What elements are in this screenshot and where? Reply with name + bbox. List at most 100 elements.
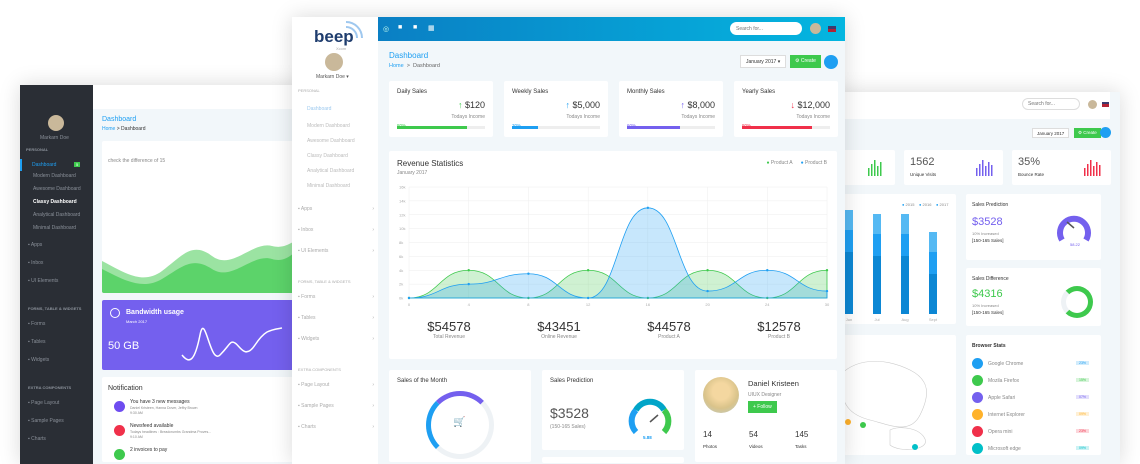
breadcrumb: Home > Dashboard	[102, 126, 146, 132]
sidebar-item[interactable]: ▪ Page Layout	[28, 400, 60, 406]
profile-card: Daniel Kristeen UIUX Designer + Follow 1…	[695, 370, 837, 462]
card-title: Sales Prediction	[550, 378, 594, 384]
sidebar-item[interactable]: ▪ Charts	[28, 436, 46, 442]
revenue-area-chart: 0k 2k 4k 6k 8k 10k 12k 14k 16k 0 4 8 12 16 20 24 30	[399, 185, 830, 308]
arrow-up-icon: ↑	[680, 100, 685, 110]
mail-icon[interactable]: ■	[413, 24, 418, 31]
legend-item[interactable]: ● 2015	[902, 202, 915, 207]
avatar[interactable]	[325, 53, 343, 71]
search-input[interactable]	[730, 22, 802, 35]
active-indicator	[20, 159, 93, 171]
revenue-total: $43451 Online Revenue	[537, 319, 581, 340]
browser-stats-card: Browser Stats Google Chrome 23% Mozila Fir…	[966, 335, 1101, 455]
x-tick-label: 0	[408, 302, 411, 307]
sidebar-item[interactable]: ▪ Sample Pages	[28, 418, 64, 424]
sidebar: beep Xcom Markarn Doe ▾ PERSONAL Dashboa…	[292, 17, 378, 464]
world-map-card	[830, 335, 956, 455]
y-tick-label: 2k	[399, 282, 403, 287]
x-tick-label: Aug	[901, 317, 908, 322]
browser-name: Opera mini	[988, 429, 1013, 435]
sidebar-item[interactable]: ▪ Apps ›	[298, 206, 374, 212]
donut-chart	[1061, 286, 1093, 318]
menu-toggle-icon[interactable]: ◎	[383, 26, 390, 33]
sidebar-item[interactable]: ▪ Forms ›	[298, 294, 374, 300]
sidebar-item[interactable]: ▪ Tables	[28, 339, 46, 345]
create-button[interactable]: ⚙ Create	[790, 55, 821, 68]
sidebar-item[interactable]: ▪ UI Elements	[28, 278, 59, 284]
browser-name: Microsoft edge	[988, 446, 1021, 452]
chat-icon[interactable]: ■	[398, 24, 403, 31]
sidebar-item[interactable]: ▪ Tables ›	[298, 315, 374, 321]
create-button[interactable]: ⚙ Create	[1074, 128, 1101, 138]
legend-item[interactable]: ● 2016	[919, 202, 932, 207]
right-topbar	[830, 92, 1110, 119]
month-select[interactable]: January 2017 ▾	[740, 55, 787, 68]
sidebar-subitem[interactable]: Minimal Dashboard	[307, 183, 351, 189]
sidebar-subitem[interactable]: Classy Dashboard	[307, 153, 348, 159]
breadcrumb-home[interactable]: Home	[102, 126, 116, 132]
card-title: Browser Stats	[972, 343, 1006, 349]
notification-icon	[114, 425, 125, 436]
sidebar-subitem[interactable]: Awesome Dashboard	[33, 186, 81, 192]
flag-icon[interactable]	[828, 26, 836, 32]
data-point	[766, 269, 769, 272]
left-dashboard-preview: Markarn Doe PERSONAL Dashboard 5 Modern …	[20, 85, 310, 464]
month-select[interactable]: January 2017	[1032, 128, 1070, 138]
follow-button[interactable]: + Follow	[748, 401, 777, 413]
sidebar-item[interactable]: ▪ Inbox	[28, 260, 44, 266]
settings-button[interactable]	[824, 55, 838, 69]
avatar[interactable]	[810, 23, 821, 34]
sidebar-subitem[interactable]: Minimal Dashboard	[33, 225, 77, 231]
sidebar-subitem[interactable]: Modern Dashboard	[33, 173, 76, 179]
user-menu[interactable]: Markarn Doe ▾	[316, 74, 349, 80]
breadcrumb-current: Dashboard	[413, 63, 440, 69]
browser-icon	[972, 443, 983, 454]
gauge	[1057, 215, 1091, 242]
avatar[interactable]	[1088, 100, 1097, 109]
notification-title: You have 3 new messages	[130, 399, 190, 405]
donut-chart	[426, 391, 494, 459]
sidebar-subitem[interactable]: Awesome Dashboard	[307, 138, 355, 144]
legend-item[interactable]: ● Product A	[766, 160, 793, 166]
sidebar-item-dashboard[interactable]: Dashboard	[32, 162, 57, 168]
sidebar-item[interactable]: ▪ Widgets	[28, 357, 50, 363]
page-title: Dashboard	[389, 51, 429, 60]
revenue-total: $54578 Total Revenue	[427, 319, 471, 340]
right-dashboard-preview: January 2017 ⚙ Create 1562 Unique Visits 3…	[830, 92, 1120, 464]
percent-badge: 23%	[1076, 429, 1090, 433]
settings-button[interactable]	[1100, 127, 1111, 138]
stat-title: Daily Sales	[397, 89, 428, 95]
flag-icon[interactable]	[1102, 102, 1109, 107]
legend-item[interactable]: ● Product B	[800, 160, 827, 166]
arrow-down-icon: ↓	[790, 100, 795, 110]
search-input[interactable]	[1022, 98, 1080, 110]
sidebar-item[interactable]: ▪ Page Layout ›	[298, 382, 374, 388]
bandwidth-date: March 2017	[126, 319, 148, 324]
prediction-sub: 10% Increased	[972, 231, 999, 236]
sidebar-item-dashboard[interactable]: Dashboard	[307, 106, 332, 112]
sidebar-item[interactable]: ▪ Forms	[28, 321, 46, 327]
section-label: FORMS, TABLE & WIDGETS	[298, 279, 351, 284]
sidebar-item[interactable]: ▪ Inbox ›	[298, 227, 374, 233]
sales-of-month-card: Sales of the Month 🛒	[389, 370, 531, 462]
sidebar-subitem[interactable]: Analytical Dashboard	[307, 168, 355, 174]
sidebar-item[interactable]: ▪ Charts ›	[298, 424, 374, 430]
sidebar-item[interactable]: ▪ Apps	[28, 242, 43, 248]
notification-card: Notification You have 3 new messages Dani…	[102, 377, 310, 462]
notification-time: 9:10 AM	[130, 435, 143, 439]
legend-item[interactable]: ● 2017	[936, 202, 949, 207]
sidebar-item[interactable]: ▪ UI Elements ›	[298, 248, 374, 254]
stat-value: $8,000	[687, 100, 715, 110]
percent-badge: 23%	[1076, 361, 1090, 365]
sidebar-item[interactable]: ▪ Sample Pages ›	[298, 403, 374, 409]
notification-title: 2 invoices to pay	[130, 447, 168, 453]
kpi-card: 1562 Unique Visits	[904, 150, 1003, 185]
sidebar-subitem[interactable]: Modern Dashboard	[307, 123, 350, 129]
section-label: EXTRA COMPONENTS	[28, 385, 72, 390]
breadcrumb-home[interactable]: Home	[389, 63, 404, 69]
sidebar-subitem[interactable]: Analytical Dashboard	[33, 212, 81, 218]
sidebar-item[interactable]: ▪ Widgets ›	[298, 336, 374, 342]
grid-icon[interactable]: ▦	[428, 25, 435, 32]
data-point	[825, 289, 829, 293]
sidebar-subitem[interactable]: Classy Dashboard	[33, 199, 77, 205]
